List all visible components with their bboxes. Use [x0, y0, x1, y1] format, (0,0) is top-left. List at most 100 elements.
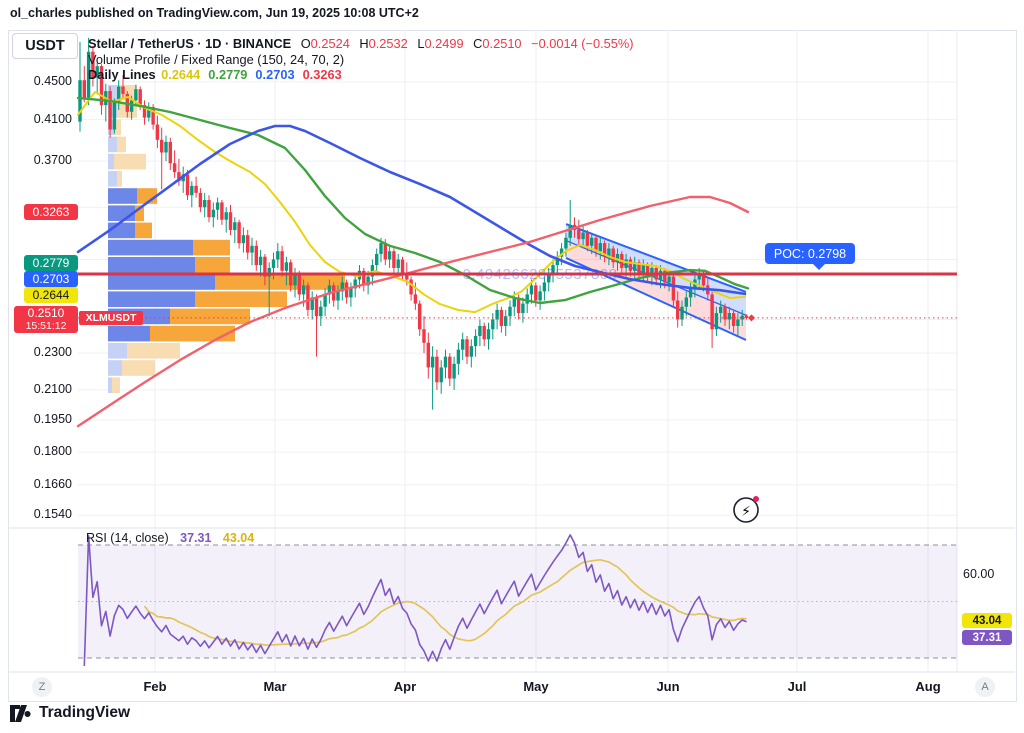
candle-body [392, 251, 396, 268]
daily-line-yellow [77, 91, 746, 314]
volume-profile-buy-bar [108, 343, 127, 359]
daily-lines-values: 0.2644 0.2779 0.2703 0.3263 [161, 67, 350, 82]
rsi-value-badge: 43.04 [962, 613, 1012, 628]
candle-body [731, 313, 736, 326]
volume-profile-buy-bar [108, 102, 117, 118]
volume-profile-sell-bar [112, 377, 120, 393]
candle-body [736, 319, 740, 326]
candle-body [366, 276, 370, 286]
flash-icon[interactable]: ⚡ [741, 503, 751, 519]
price-tick-label: 0.1540 [33, 507, 72, 522]
candle-body [121, 86, 125, 94]
candle-body [405, 273, 409, 280]
candle-body [426, 342, 430, 368]
candle-body [547, 273, 551, 283]
time-axis-label-may: May [523, 679, 549, 694]
candle-body [684, 297, 688, 307]
volume-profile-buy-bar [108, 136, 117, 153]
price-tick-label: 0.1660 [33, 476, 72, 491]
candle-body [585, 232, 590, 246]
volume-profile-buy-bar [108, 222, 135, 239]
daily-line-blue [76, 124, 747, 296]
candle-body [525, 294, 529, 304]
price-tick-label: 0.4500 [33, 73, 72, 88]
rsi-indicator-header[interactable]: RSI (14, close) 37.31 43.04 [86, 531, 254, 545]
currency-toggle-button[interactable]: USDT [12, 33, 78, 59]
candle-body [628, 259, 633, 271]
candle-body [418, 303, 422, 330]
candle-body [448, 356, 452, 379]
candle-body [284, 262, 289, 271]
candle-body [207, 200, 211, 218]
price-level-badge: 0.2703 [24, 271, 78, 287]
candle-body [581, 232, 585, 240]
time-axis-label-feb: Feb [143, 679, 167, 694]
daily-line-value: 0.2644 [161, 67, 201, 82]
candle-body [680, 306, 684, 320]
last-price-badge: 0.2510 15:51:12 [14, 306, 78, 333]
candle-body [607, 248, 611, 257]
candle-body [538, 291, 542, 301]
flash-icon-circle[interactable] [733, 497, 759, 523]
volume-profile-buy-bar [108, 360, 122, 376]
candle-body [594, 237, 598, 252]
rsi-title: RSI (14, close) [86, 531, 169, 545]
candle-body [263, 256, 267, 277]
symbol-header: Stellar / TetherUS · 1D · BINANCE O0.252… [88, 36, 634, 51]
candle-body [701, 273, 706, 286]
candle-body [241, 235, 246, 244]
candle-body [138, 89, 142, 106]
volume-profile-buy-bar [108, 188, 137, 204]
rsi-ma-line [143, 558, 747, 646]
candle-body [327, 285, 332, 295]
candle-body [645, 265, 650, 277]
candle-body [723, 306, 727, 320]
candle-body [456, 349, 461, 364]
candle-body [465, 339, 469, 357]
volume-profile-buy-bar [108, 377, 112, 393]
candle-body [82, 80, 86, 98]
volume-profile-sell-bar [127, 343, 180, 359]
candle-body [86, 51, 91, 98]
low-value: 0.2499 [424, 36, 464, 51]
volume-profile-sell-bar [195, 291, 287, 307]
tradingview-brand-text: TradingView [39, 704, 131, 721]
daily-lines-indicator-label[interactable]: Daily Lines 0.2644 0.2779 0.2703 0.3263 [88, 67, 350, 82]
candle-body [413, 294, 418, 304]
candle-body [353, 279, 357, 289]
candle-body [491, 319, 495, 330]
candle-body [177, 172, 181, 182]
candle-body [534, 285, 538, 301]
volume-profile-sell-bar [135, 222, 152, 239]
drawing-value-watermark: 0.4942662875537808 [463, 266, 618, 283]
symbol-title[interactable]: Stellar / TetherUS · 1D · BINANCE [88, 36, 292, 51]
candle-body [258, 256, 263, 266]
high-value: 0.2532 [368, 36, 408, 51]
candle-body [740, 315, 744, 320]
candle-body [650, 267, 654, 277]
volume-profile-indicator-label[interactable]: Volume Profile / Fixed Range (150, 24, 7… [88, 52, 345, 67]
candle-body [430, 356, 435, 368]
volume-profile-sell-bar [150, 325, 235, 342]
candle-body [112, 102, 117, 130]
channel-lower-fill [566, 240, 746, 341]
candle-body [744, 315, 749, 318]
candle-body [314, 297, 319, 317]
candle-body [396, 259, 400, 268]
tradingview-footer[interactable]: TradingView [10, 704, 130, 722]
candle-body [486, 329, 491, 340]
candle-body [349, 288, 353, 298]
candle-body [306, 285, 310, 310]
candle-body [228, 212, 233, 230]
candle-body [504, 316, 508, 326]
daily-line-value: 0.2779 [208, 67, 248, 82]
volume-profile-buy-bar [108, 274, 215, 290]
rsi-line [83, 534, 747, 667]
candle-body [676, 300, 680, 320]
candle-body [482, 325, 486, 340]
candle-body [362, 270, 366, 286]
candle-body [443, 356, 448, 368]
candle-body [469, 346, 473, 357]
price-tick-label: 0.3700 [33, 153, 72, 168]
